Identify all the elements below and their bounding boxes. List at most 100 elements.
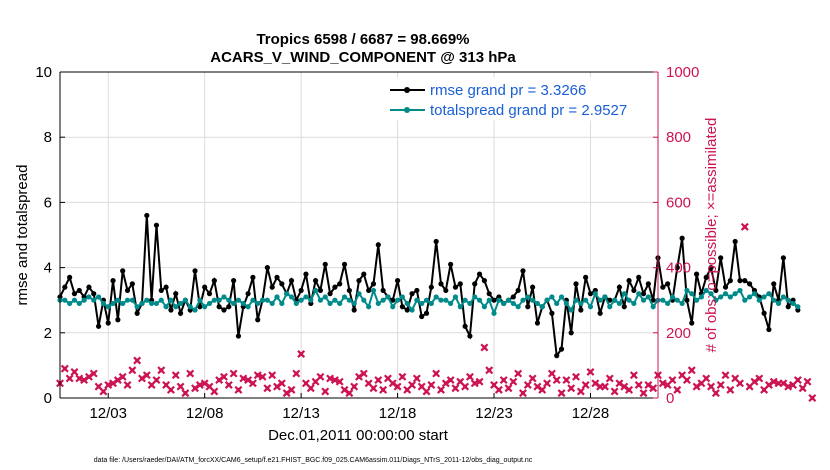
totalspread-point: [722, 291, 729, 297]
totalspread-point: [399, 294, 406, 300]
obs-count-marker-core: [197, 382, 202, 387]
totalspread-point: [380, 297, 386, 303]
obs-count-marker: [60, 364, 69, 373]
obs-count-marker: [649, 384, 658, 393]
totalspread-point: [669, 294, 676, 300]
totalspread-point: [91, 297, 97, 303]
totalspread-point: [269, 300, 275, 307]
totalspread-point: [771, 297, 777, 303]
obs-count-marker-core: [694, 384, 699, 389]
obs-count-marker: [109, 379, 118, 388]
obs-count-marker: [803, 377, 812, 386]
obs-count-marker-core: [347, 391, 352, 396]
totalspread-point: [428, 300, 434, 307]
obs-count-marker-core: [583, 382, 588, 387]
totalspread-point: [76, 300, 82, 307]
obs-count-marker: [707, 382, 716, 391]
obs-count-markers: [56, 222, 817, 402]
obs-count-marker: [750, 377, 759, 386]
rmse-point: [341, 261, 348, 267]
rmse-point: [452, 284, 459, 290]
rmse-point: [120, 268, 126, 274]
totalspread-point: [370, 287, 377, 294]
obs-count-marker-core: [111, 381, 116, 386]
obs-count-marker-core: [361, 371, 366, 376]
rmse-point: [530, 284, 536, 290]
totalspread-point: [288, 294, 295, 300]
obs-count-marker: [287, 385, 296, 394]
rmse-point: [597, 310, 603, 316]
obs-count-marker: [716, 380, 725, 389]
obs-count-marker-core: [275, 384, 280, 389]
totalspread-point: [698, 294, 705, 300]
obs-count-marker-core: [795, 378, 800, 383]
obs-count-marker: [412, 374, 421, 383]
obs-count-marker-core: [139, 376, 144, 381]
rmse-point: [722, 284, 729, 290]
rmse-point: [288, 278, 295, 284]
rmse-point: [520, 268, 526, 274]
obs-count-marker-core: [289, 387, 294, 392]
rmse-point: [264, 265, 270, 271]
totalspread-point: [303, 294, 309, 300]
obs-count-marker: [682, 376, 691, 385]
rmse-point: [173, 291, 179, 297]
rmse-point: [626, 278, 632, 284]
obs-count-marker-core: [164, 382, 169, 387]
totalspread-point: [245, 304, 251, 310]
obs-count-marker-core: [607, 376, 612, 381]
rmse-point: [202, 284, 208, 290]
rmse-point: [636, 274, 642, 280]
obs-count-marker-core: [357, 374, 361, 379]
totalspread-point: [751, 291, 758, 297]
obs-count-marker: [591, 379, 600, 388]
obs-count-marker-core: [328, 376, 333, 381]
y-right-tick-label: 800: [666, 129, 691, 146]
obs-count-marker: [191, 384, 200, 393]
totalspread-point: [144, 297, 150, 303]
rmse-point: [250, 274, 256, 280]
obs-count-marker: [615, 379, 624, 388]
totalspread-point: [534, 300, 541, 307]
rmse-point: [399, 304, 406, 310]
rmse-point: [534, 320, 541, 326]
obs-count-marker: [335, 377, 344, 386]
totalspread-point: [341, 294, 348, 300]
obs-count-marker: [514, 369, 523, 378]
totalspread-point: [153, 300, 160, 307]
obs-count-marker-core: [337, 379, 342, 384]
totalspread-point: [163, 304, 169, 310]
obs-count-marker-core: [231, 371, 236, 376]
obs-count-marker: [547, 369, 556, 378]
rmse-point: [708, 265, 714, 271]
obs-count-marker-core: [540, 387, 545, 392]
rmse-point: [322, 261, 328, 267]
obs-count-marker: [330, 376, 339, 385]
totalspread-point: [124, 297, 131, 303]
totalspread-point: [158, 297, 164, 303]
obs-count-marker-core: [395, 384, 400, 389]
obs-count-marker-core: [757, 376, 762, 381]
obs-count-marker: [586, 367, 595, 376]
totalspread-point: [390, 304, 396, 310]
totalspread-point: [515, 304, 521, 310]
obs-count-marker: [99, 387, 108, 396]
obs-count-marker-core: [448, 378, 453, 383]
obs-count-marker-core: [641, 391, 646, 396]
totalspread-point: [640, 297, 647, 303]
totalspread-point: [530, 297, 536, 303]
legend-rmse-label: rmse grand pr = 3.3266: [430, 82, 586, 99]
rmse-point: [245, 291, 251, 297]
obs-count-marker-core: [569, 386, 574, 391]
rmse-point: [192, 268, 198, 274]
obs-count-marker: [557, 389, 566, 398]
obs-count-marker: [350, 382, 359, 391]
obs-count-marker-core: [511, 379, 516, 384]
obs-count-marker: [210, 387, 219, 396]
rmse-point: [583, 274, 589, 280]
obs-count-marker: [499, 376, 508, 385]
obs-count-marker: [248, 379, 257, 388]
obs-count-marker: [369, 384, 378, 393]
rmse-point: [110, 278, 116, 284]
rmse-point: [404, 307, 410, 313]
